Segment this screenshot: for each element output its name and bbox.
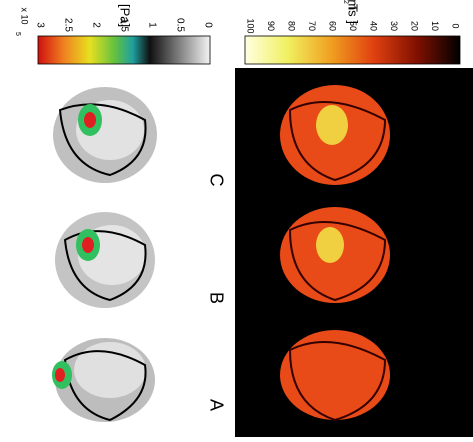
figure: ABCDEF32.521.510.50μ [Pa]x 1051009080706… [0, 0, 473, 437]
t2-map-f [280, 85, 390, 185]
colorbar-tick-label: 1 [146, 22, 157, 28]
t2-colorbar [245, 36, 460, 64]
colorbar-multiplier: x 10 [20, 7, 30, 24]
panel-label: B [206, 292, 226, 304]
colorbar-tick-label: 30 [389, 21, 399, 31]
panel-label: E [446, 292, 466, 304]
panel-label: D [446, 399, 466, 412]
colorbar-tick-label: 0.5 [174, 18, 185, 32]
t2-map-e [280, 207, 390, 303]
panel-label: F [446, 175, 466, 186]
panel-label: A [206, 399, 226, 411]
colorbar-unit: [ ms ] [346, 0, 361, 24]
colorbar-tick-label: 2 [90, 22, 101, 28]
colorbar-title: μ [Pa] [118, 0, 133, 27]
colorbar-tick-label: 70 [307, 21, 317, 31]
colorbar-tick-label: 90 [266, 21, 276, 31]
colorbar-tick-label: 2.5 [62, 18, 73, 32]
colorbar-tick-label: 0 [202, 22, 213, 28]
elastogram-c [53, 87, 157, 183]
colorbar-tick-label: 60 [328, 21, 338, 31]
panel-label: C [206, 174, 226, 187]
colorbar-tick-label: 40 [369, 21, 379, 31]
colorbar-tick-label: 80 [287, 21, 297, 31]
colorbar-tick-label: 0 [451, 23, 461, 28]
t2-map-d [280, 330, 390, 420]
colorbar-tick-label: 100 [246, 18, 256, 33]
mu-colorbar [38, 36, 210, 64]
colorbar-exponent: 5 [14, 32, 21, 36]
colorbar-tick-label: 10 [430, 21, 440, 31]
colorbar-tick-label: 20 [410, 21, 420, 31]
colorbar-tick-label: 3 [34, 22, 45, 28]
elastogram-b [55, 212, 155, 308]
